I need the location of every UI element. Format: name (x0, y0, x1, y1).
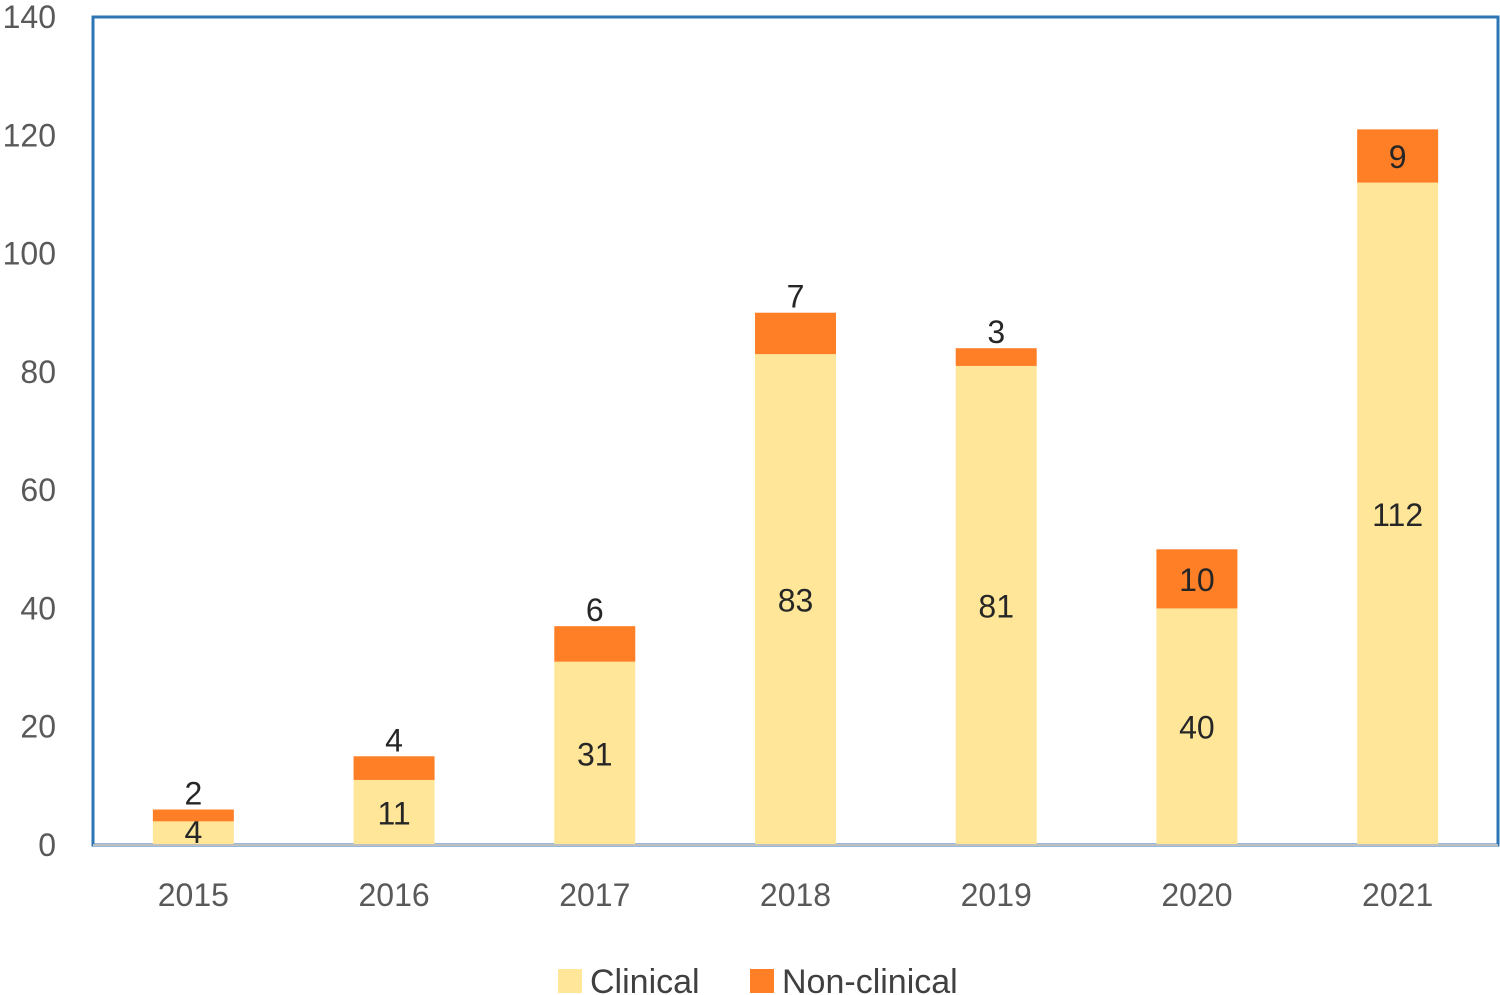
y-tick-label: 140 (3, 0, 56, 35)
y-tick-label: 100 (3, 236, 56, 272)
bar-clinical (353, 779, 435, 845)
data-label-clinical: 81 (978, 588, 1014, 624)
y-axis-ticks: 0 20 40 60 80 100 120 140 (3, 0, 56, 863)
bar-non-clinical (1357, 129, 1439, 183)
legend-item-clinical: Clinical (558, 963, 700, 995)
x-tick-label: 2019 (961, 877, 1032, 913)
bar-non-clinical (152, 809, 234, 822)
bar-clinical (1156, 608, 1238, 845)
x-tick-label: 2020 (1161, 877, 1232, 913)
x-tick-label: 2021 (1362, 877, 1433, 913)
bar-clinical (152, 821, 234, 845)
x-tick-label: 2015 (158, 877, 229, 913)
legend-swatch (750, 969, 774, 993)
data-label-clinical: 31 (577, 736, 613, 772)
y-tick-label: 80 (20, 354, 56, 390)
y-tick-label: 120 (3, 117, 56, 153)
x-axis-ticks: 2015 2016 2017 2018 2019 2020 2021 (158, 877, 1433, 913)
bar-non-clinical (755, 312, 836, 355)
legend-label: Clinical (590, 963, 700, 995)
bar-clinical (755, 354, 836, 845)
bar-clinical (955, 365, 1037, 845)
y-tick-label: 40 (20, 590, 56, 626)
bar-non-clinical (955, 348, 1037, 366)
data-label-clinical: 40 (1179, 710, 1215, 746)
data-label-clinical: 83 (778, 583, 814, 619)
data-label-non-clinical: 10 (1179, 562, 1215, 598)
y-tick-label: 60 (20, 472, 56, 508)
data-label-clinical: 112 (1372, 497, 1423, 533)
legend-item-non-clinical: Non-clinical (750, 963, 958, 995)
data-label-non-clinical: 2 (184, 776, 202, 812)
legend-label: Non-clinical (782, 963, 958, 995)
data-label-clinical: 11 (377, 795, 410, 831)
x-tick-label: 2016 (358, 877, 429, 913)
data-label-non-clinical: 3 (987, 314, 1005, 350)
y-tick-label: 0 (38, 827, 56, 863)
bar-non-clinical (554, 626, 636, 662)
bar-clinical (554, 661, 636, 845)
data-label-non-clinical: 6 (586, 592, 604, 628)
data-label-non-clinical: 7 (787, 279, 805, 315)
data-label-non-clinical: 9 (1389, 139, 1407, 175)
bar-non-clinical (353, 756, 435, 780)
x-tick-label: 2017 (559, 877, 630, 913)
legend: Clinical Non-clinical (558, 963, 958, 995)
bar-clinical (1357, 182, 1439, 846)
bar-non-clinical (1156, 549, 1238, 609)
data-label-clinical: 4 (184, 814, 202, 850)
legend-swatch (558, 969, 582, 993)
y-tick-label: 20 (20, 709, 56, 745)
x-tick-label: 2018 (760, 877, 831, 913)
data-label-non-clinical: 4 (385, 722, 403, 758)
